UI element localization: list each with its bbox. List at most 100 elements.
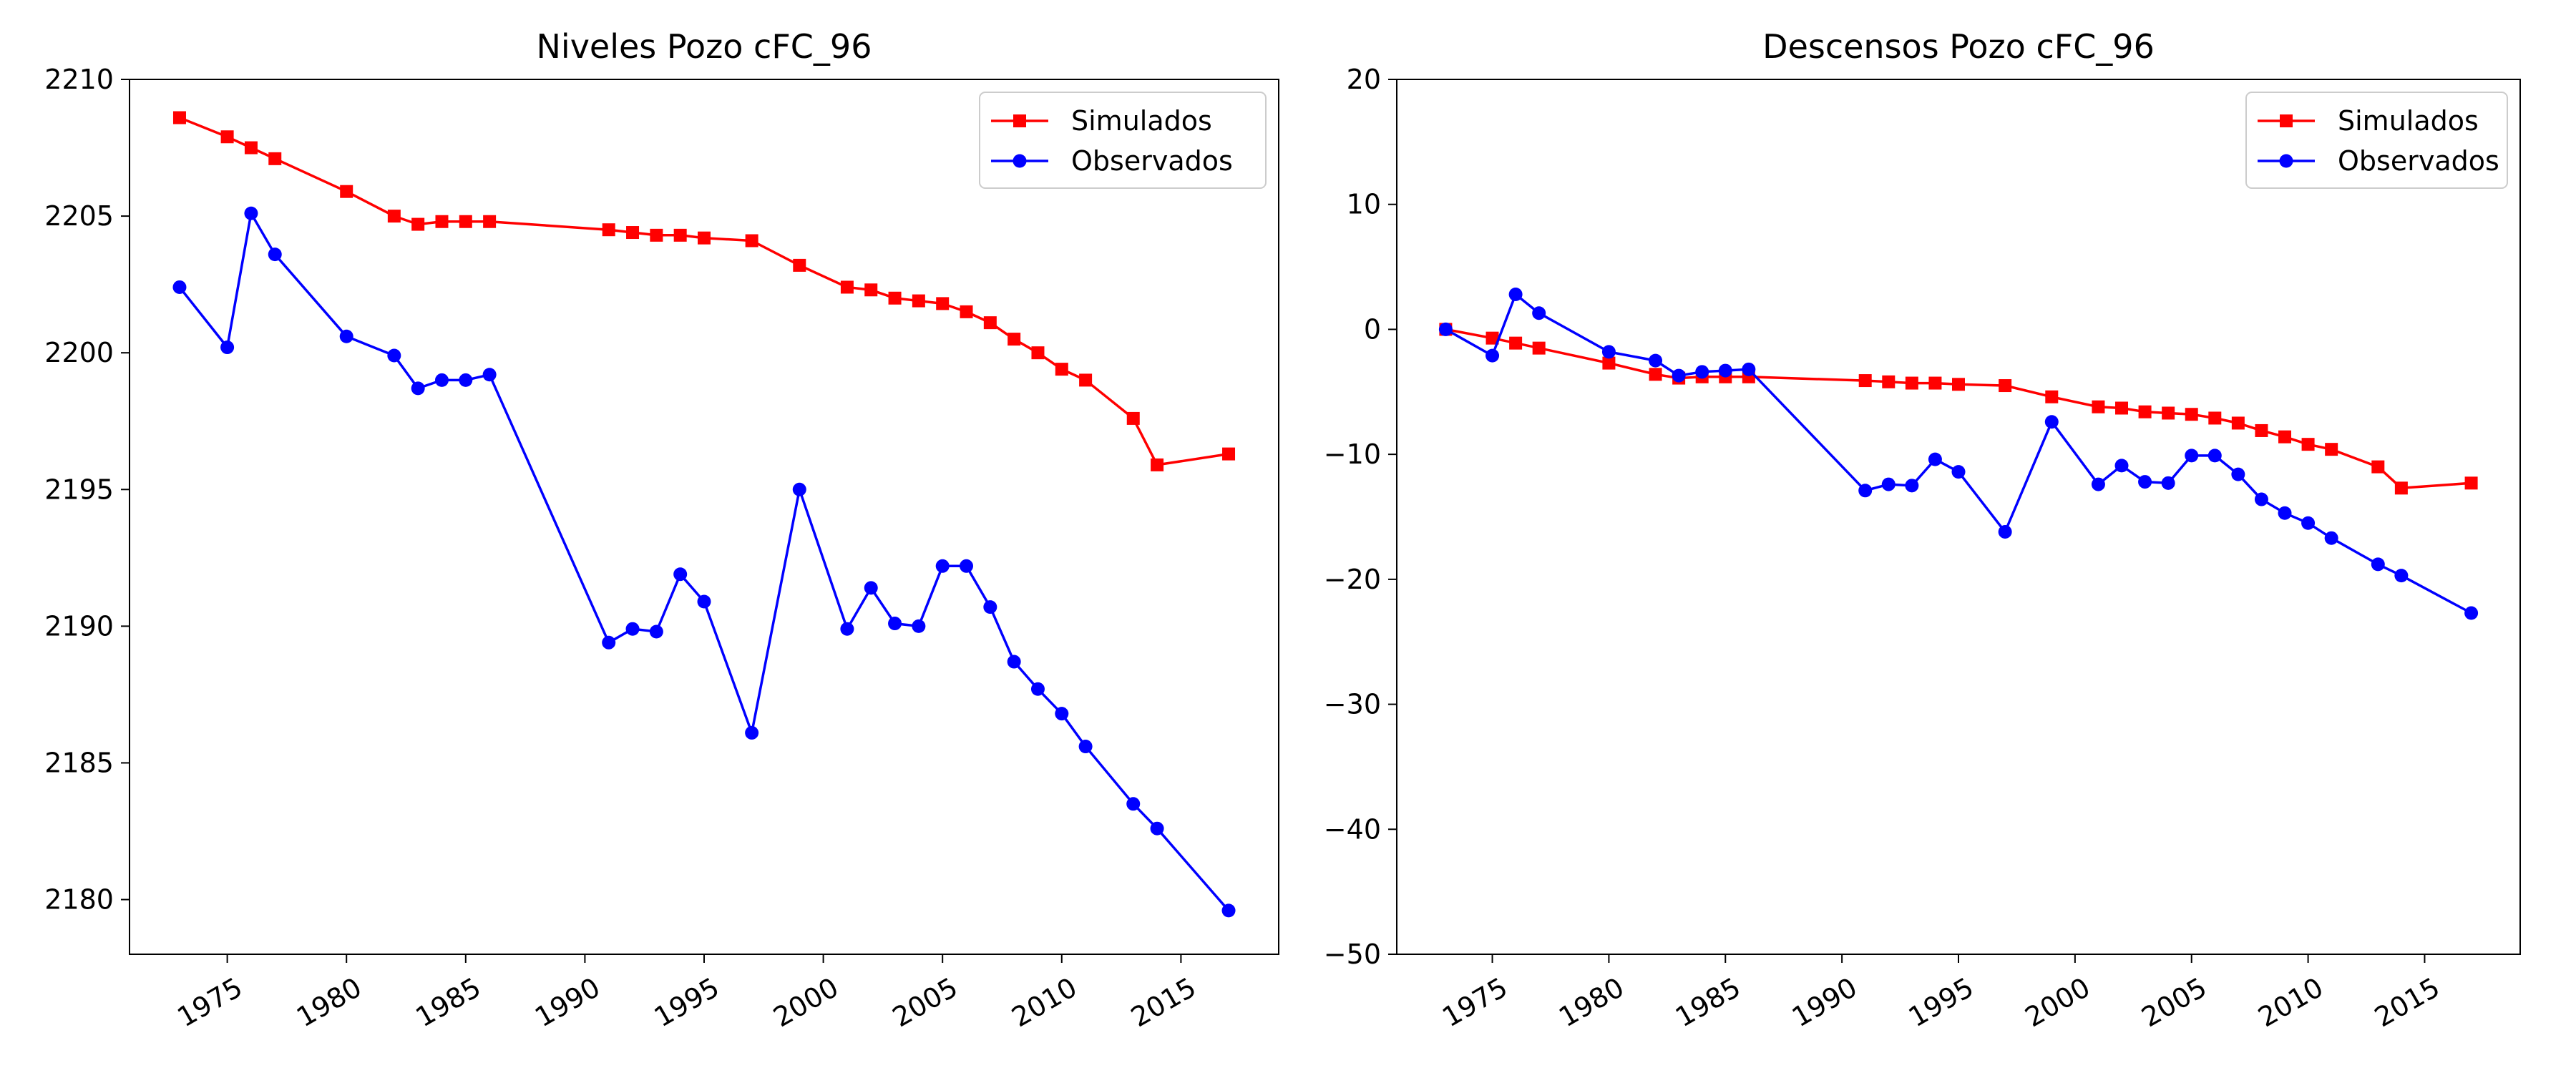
data-point-observados [2371,557,2385,572]
data-point-observados [220,340,235,355]
data-point-simulados [2045,390,2059,403]
data-point-simulados [1649,368,1662,381]
data-point-observados [2091,477,2105,491]
data-point-simulados [888,291,902,305]
y-tick-label: 2190 [44,610,114,642]
data-point-observados [649,624,663,639]
data-point-observados [2464,606,2479,620]
data-point-observados [1905,479,1919,493]
data-point-observados [1601,345,1616,359]
data-point-simulados [745,234,758,248]
data-point-observados [1126,797,1141,811]
y-tick-label: −50 [1324,939,1381,970]
data-point-observados [2254,492,2268,506]
data-point-simulados [840,280,854,294]
data-point-observados [2301,516,2316,530]
y-tick-label: −30 [1324,689,1381,720]
data-point-simulados [1928,376,1942,390]
data-point-simulados [1079,373,1093,387]
data-point-simulados [626,226,640,240]
data-point-observados [1532,306,1546,320]
data-point-observados [2185,449,2199,463]
data-point-simulados [1055,363,1068,376]
legend-marker-simulados [2280,114,2293,127]
data-point-simulados [1509,336,1523,350]
data-point-simulados [2278,430,2292,444]
data-point-observados [2324,531,2338,545]
data-point-observados [960,559,974,573]
data-point-observados [1030,682,1045,696]
y-tick-label: −20 [1324,564,1381,595]
data-point-observados [1998,524,2012,539]
data-point-simulados [340,185,353,198]
data-point-simulados [1952,378,1965,391]
data-point-simulados [2371,460,2385,474]
chart-legend: Simulados Observados [2245,92,2508,189]
data-point-simulados [2092,400,2105,413]
data-point-observados [459,373,473,387]
y-tick-label: 0 [1364,313,1381,345]
data-point-observados [2161,476,2175,490]
data-point-simulados [602,223,615,237]
data-point-simulados [2185,408,2198,421]
data-point-observados [625,622,640,636]
data-point-simulados [2301,438,2315,451]
data-point-observados [840,622,854,636]
data-point-simulados [864,283,878,297]
data-point-observados [912,619,926,633]
chart-title: Descensos Pozo cFC_96 [1762,27,2155,66]
legend-label-observados: Observados [1071,145,1233,177]
data-point-simulados [2464,476,2478,490]
data-point-simulados [1858,374,1872,388]
data-point-observados [1007,655,1021,669]
data-point-observados [1672,368,1686,383]
data-point-observados [1951,465,1966,479]
data-point-simulados [1151,458,1164,471]
legend-marker-observados [2279,154,2293,168]
data-point-simulados [983,316,997,330]
data-point-simulados [673,228,687,242]
data-point-simulados [1031,346,1045,360]
data-point-observados [1742,362,1756,376]
data-point-observados [2394,569,2409,583]
plot-frame [1396,79,2521,955]
data-point-simulados [459,215,472,228]
y-tick-label: 2205 [44,200,114,232]
data-point-observados [339,329,353,343]
data-point-observados [2114,459,2129,473]
data-point-simulados [2231,416,2245,430]
data-point-simulados [2394,481,2408,495]
data-point-observados [172,280,187,294]
data-point-simulados [2115,401,2129,415]
data-point-simulados [912,294,925,308]
data-point-simulados [172,111,186,124]
data-point-observados [935,559,950,573]
data-point-observados [1881,477,1896,491]
data-point-simulados [244,141,258,155]
data-point-simulados [268,152,282,165]
y-tick-label: 2185 [44,747,114,778]
data-point-observados [244,206,258,220]
data-point-simulados [1126,411,1140,425]
data-point-simulados [2138,405,2152,418]
data-point-simulados [1485,331,1499,345]
data-point-observados [602,635,616,650]
data-point-observados [983,600,997,614]
legend-label-simulados: Simulados [2338,105,2479,137]
y-tick-label: 2200 [44,337,114,368]
legend-marker-observados [1013,154,1027,168]
legend-box [2245,92,2508,189]
legend-label-observados: Observados [2338,145,2499,177]
y-tick-label: 2195 [44,474,114,505]
data-point-observados [697,594,711,609]
data-point-observados [2278,506,2292,520]
data-point-observados [1718,363,1732,378]
data-point-simulados [411,217,425,231]
data-point-observados [1221,903,1236,918]
data-point-simulados [1222,447,1236,461]
data-point-observados [1928,452,1942,466]
data-point-simulados [960,305,973,318]
y-tick-label: 2210 [44,64,114,95]
data-point-observados [2231,467,2245,481]
